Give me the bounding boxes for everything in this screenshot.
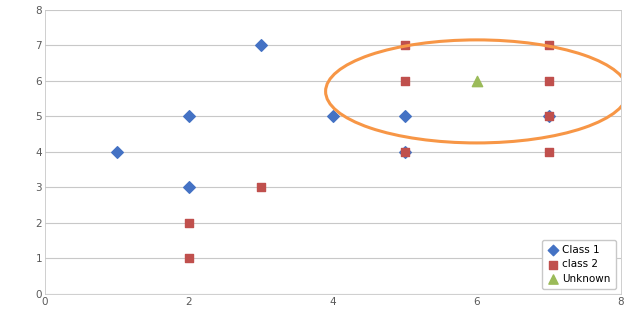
Class 1	[399, 114, 410, 119]
Legend: Class 1, class 2, Unknown: Class 1, class 2, Unknown	[542, 240, 616, 289]
class 2	[184, 256, 194, 261]
class 2	[543, 114, 554, 119]
class 2	[543, 78, 554, 83]
Class 1	[256, 43, 266, 48]
class 2	[256, 185, 266, 190]
Class 1	[112, 149, 122, 154]
Class 1	[399, 149, 410, 154]
Class 1	[184, 185, 194, 190]
class 2	[399, 78, 410, 83]
class 2	[543, 43, 554, 48]
class 2	[184, 220, 194, 225]
Unknown	[472, 78, 482, 83]
class 2	[399, 43, 410, 48]
Class 1	[328, 114, 338, 119]
class 2	[543, 149, 554, 154]
Class 1	[543, 114, 554, 119]
Class 1	[184, 114, 194, 119]
class 2	[399, 149, 410, 154]
